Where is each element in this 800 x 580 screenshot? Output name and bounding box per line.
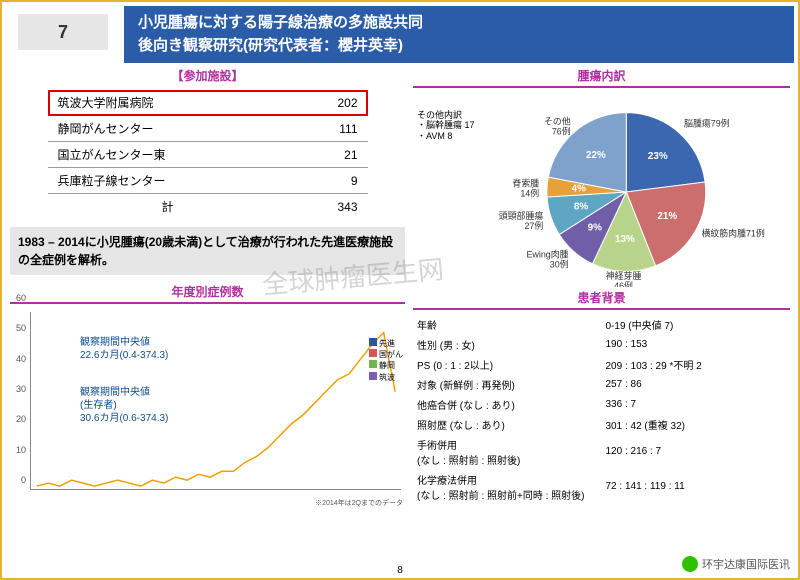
- svg-text:頭頸部腫瘍27例: 頭頸部腫瘍27例: [499, 210, 544, 231]
- summary-note: 1983 – 2014に小児腫瘍(20歳未満)として治療が行われた先進医療施設の…: [10, 227, 405, 275]
- slide-header: 7 小児腫瘍に対する陽子線治療の多施設共同 後向き観察研究(研究代表者：櫻井英幸…: [2, 2, 798, 63]
- slide-number: 7: [18, 14, 108, 50]
- yearly-heading: 年度別症例数: [10, 281, 405, 304]
- yearly-chart: 0102030405060 観察期間中央値 22.6カ月(0.4-374.3) …: [10, 308, 405, 508]
- pie-side-note: その他内訳 ・脳幹腫瘍 17 ・AVM 8: [417, 110, 475, 141]
- svg-text:9%: 9%: [588, 222, 603, 233]
- facility-value: 21: [288, 142, 368, 168]
- background-heading: 患者背景: [413, 287, 790, 310]
- slide-title: 小児腫瘍に対する陽子線治療の多施設共同 後向き観察研究(研究代表者：櫻井英幸): [124, 6, 794, 63]
- chart-footnote: ※2014年は2Qまでのデータ: [315, 498, 403, 508]
- bg-val: 72 : 141 : 119 : 11: [602, 469, 791, 504]
- title-line1: 小児腫瘍に対する陽子線治療の多施設共同: [138, 14, 423, 31]
- obs-text-2: 観察期間中央値 (生存者) 30.6カ月(0.6-374.3): [80, 386, 168, 425]
- bg-val: 120 : 216 : 7: [602, 434, 791, 469]
- bg-val: 257 : 86: [602, 374, 791, 394]
- facility-name: 筑波大学附属病院: [48, 90, 288, 116]
- left-column: 【参加施設】 筑波大学附属病院202静岡がんセンター111国立がんセンター東21…: [10, 65, 405, 508]
- facility-name: 国立がんセンター東: [48, 142, 288, 168]
- bg-key: 年齢: [413, 314, 602, 334]
- svg-text:4%: 4%: [572, 184, 587, 195]
- svg-text:その他76例: その他76例: [544, 116, 571, 137]
- facility-total-value: 343: [288, 194, 368, 220]
- bg-val: 301 : 42 (重複 32): [602, 414, 791, 434]
- svg-text:神経芽腫46例: 神経芽腫46例: [606, 270, 642, 287]
- background-table: 年齢0-19 (中央値 7)性別 (男 : 女)190 : 153PS (0 :…: [413, 314, 790, 504]
- bg-val: 336 : 7: [602, 394, 791, 414]
- bg-val: 190 : 153: [602, 334, 791, 354]
- bg-key: 手術併用 (なし : 照射前 : 照射後): [413, 434, 602, 469]
- content-area: 【参加施設】 筑波大学附属病院202静岡がんセンター111国立がんセンター東21…: [2, 63, 798, 508]
- bg-val: 0-19 (中央値 7): [602, 314, 791, 334]
- pie-heading: 腫瘍内訳: [413, 65, 790, 88]
- page-number: 8: [397, 565, 403, 576]
- svg-text:21%: 21%: [657, 211, 677, 222]
- facilities-heading: 【参加施設】: [10, 65, 405, 86]
- facilities-table: 筑波大学附属病院202静岡がんセンター111国立がんセンター東21兵庫粒子線セン…: [48, 90, 368, 219]
- svg-text:23%: 23%: [648, 151, 668, 162]
- wechat-watermark: 环宇达康国际医讯: [682, 556, 790, 572]
- svg-text:13%: 13%: [615, 234, 635, 245]
- bg-key: 照射歴 (なし : あり): [413, 414, 602, 434]
- facility-name: 兵庫粒子線センター: [48, 168, 288, 194]
- svg-text:脳腫瘍79例: 脳腫瘍79例: [684, 117, 730, 128]
- svg-text:脊索腫14例: 脊索腫14例: [512, 177, 539, 198]
- bg-key: PS (0 : 1 : 2以上): [413, 354, 602, 374]
- bg-key: 他癌合併 (なし : あり): [413, 394, 602, 414]
- facility-total-label: 計: [48, 194, 288, 220]
- right-column: 腫瘍内訳 23% 脳腫瘍79例 21% 横紋筋肉腫71例 13% 神経芽腫46例 9% Ewi…: [413, 65, 790, 508]
- wechat-icon: [682, 556, 698, 572]
- svg-text:22%: 22%: [586, 150, 606, 161]
- bg-val: 209 : 103 : 29 *不明 2: [602, 354, 791, 374]
- bg-key: 対象 (新鮮例 : 再発例): [413, 374, 602, 394]
- facility-value: 9: [288, 168, 368, 194]
- pie-chart: 23% 脳腫瘍79例 21% 横紋筋肉腫71例 13% 神経芽腫46例 9% Ewing肉腫3…: [413, 92, 790, 287]
- facility-name: 静岡がんセンター: [48, 116, 288, 142]
- svg-text:横紋筋肉腫71例: 横紋筋肉腫71例: [701, 227, 764, 238]
- title-line2: 後向き観察研究(研究代表者：櫻井英幸): [138, 37, 403, 54]
- facility-value: 202: [288, 90, 368, 116]
- bg-key: 性別 (男 : 女): [413, 334, 602, 354]
- obs-text-1: 観察期間中央値 22.6カ月(0.4-374.3): [80, 336, 168, 362]
- svg-text:8%: 8%: [574, 201, 589, 212]
- svg-text:Ewing肉腫30例: Ewing肉腫30例: [526, 248, 568, 269]
- bg-key: 化学療法併用 (なし : 照射前 : 照射前+同時 : 照射後): [413, 469, 602, 504]
- wechat-text: 环宇达康国际医讯: [702, 556, 790, 572]
- facility-value: 111: [288, 116, 368, 142]
